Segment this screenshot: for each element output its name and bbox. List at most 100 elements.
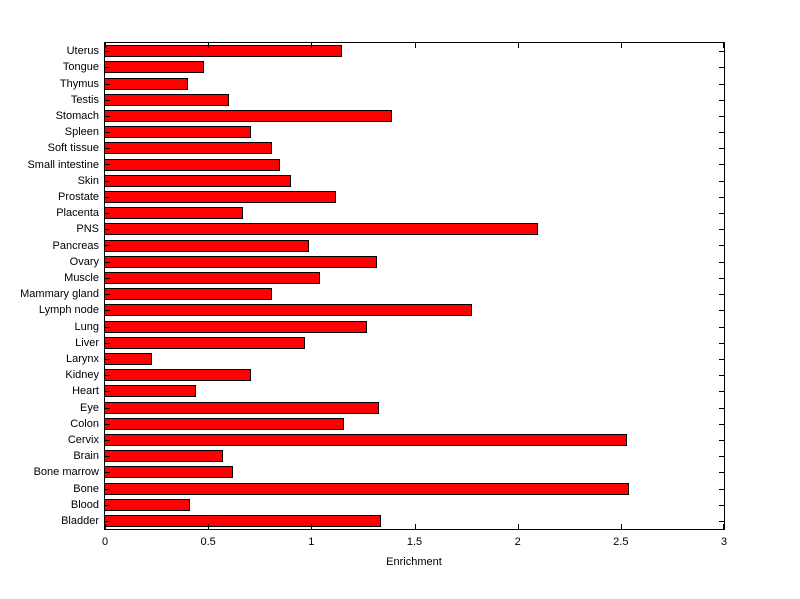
y-tick-label: Spleen [64, 126, 99, 139]
y-tick-label: Soft tissue [47, 142, 99, 155]
bar [105, 320, 368, 333]
y-tick-mark [719, 262, 724, 263]
y-tick-mark [719, 132, 724, 133]
x-tick-label: 2.5 [613, 536, 629, 548]
x-tick-mark [105, 524, 106, 529]
y-tick-mark [719, 375, 724, 376]
bar [105, 369, 252, 382]
y-tick-label: Stomach [55, 109, 99, 122]
y-tick-mark [719, 521, 724, 522]
y-tick-mark [719, 245, 724, 246]
x-tick-mark [723, 43, 724, 48]
x-tick-label: 1 [308, 536, 315, 548]
bar [105, 190, 337, 203]
y-tick-mark [105, 359, 110, 360]
x-tick-mark [723, 524, 724, 529]
bar [105, 288, 273, 301]
y-tick-mark [719, 148, 724, 149]
y-tick-mark [105, 181, 110, 182]
y-tick-label: Brain [73, 450, 99, 463]
y-tick-mark [719, 327, 724, 328]
y-tick-mark [105, 116, 110, 117]
bar [105, 223, 539, 236]
y-tick-label: Heart [72, 385, 99, 398]
x-tick-label: 2 [514, 536, 521, 548]
y-tick-label: Lymph node [38, 304, 99, 317]
y-tick-mark [105, 148, 110, 149]
y-tick-label: Prostate [58, 190, 99, 203]
bar [105, 174, 291, 187]
x-tick-mark [415, 524, 416, 529]
y-tick-mark [105, 505, 110, 506]
x-tick-label: 0.5 [200, 536, 216, 548]
y-tick-mark [719, 67, 724, 68]
y-tick-mark [105, 391, 110, 392]
y-tick-mark [105, 262, 110, 263]
x-tick-mark [311, 524, 312, 529]
y-tick-mark [105, 456, 110, 457]
y-tick-label: Testis [70, 93, 99, 106]
y-tick-label: Placenta [56, 207, 99, 220]
x-tick-mark [518, 524, 519, 529]
y-tick-mark [105, 521, 110, 522]
y-tick-mark [719, 213, 724, 214]
bar [105, 401, 380, 414]
x-tick-mark [415, 43, 416, 48]
y-tick-label: Blood [70, 498, 99, 511]
y-tick-mark [719, 51, 724, 52]
y-tick-label: Bladder [61, 514, 99, 527]
bar [105, 109, 392, 122]
y-tick-mark [719, 116, 724, 117]
y-tick-mark [719, 294, 724, 295]
y-tick-mark [719, 100, 724, 101]
y-tick-label: Cervix [67, 433, 99, 446]
y-tick-label: Pancreas [52, 239, 99, 252]
y-tick-mark [105, 294, 110, 295]
y-tick-mark [105, 327, 110, 328]
y-tick-label: Liver [75, 336, 99, 349]
y-tick-mark [105, 213, 110, 214]
bar [105, 45, 343, 58]
y-tick-label: Lung [74, 320, 99, 333]
y-tick-mark [719, 424, 724, 425]
x-tick-label: 1.5 [406, 536, 423, 548]
bar [105, 352, 153, 365]
y-tick-label: Eye [80, 401, 99, 414]
x-tick-mark [621, 43, 622, 48]
bar [105, 385, 196, 398]
y-tick-mark [105, 343, 110, 344]
bar [105, 158, 281, 171]
y-tick-mark [105, 278, 110, 279]
y-tick-mark [105, 310, 110, 311]
y-tick-label: Bone marrow [33, 466, 99, 479]
bar [105, 255, 378, 268]
y-tick-mark [719, 181, 724, 182]
y-tick-mark [719, 229, 724, 230]
x-tick-mark [518, 43, 519, 48]
x-tick-mark [208, 43, 209, 48]
y-tick-mark [719, 164, 724, 165]
bar [105, 482, 630, 495]
y-tick-mark [719, 197, 724, 198]
y-tick-mark [719, 489, 724, 490]
y-tick-mark [105, 424, 110, 425]
bar [105, 271, 320, 284]
bar [105, 417, 345, 430]
y-tick-mark [105, 440, 110, 441]
x-tick-mark [311, 43, 312, 48]
x-tick-mark [621, 524, 622, 529]
bar [105, 142, 273, 155]
y-tick-mark [719, 408, 724, 409]
y-tick-label: Larynx [65, 352, 99, 365]
x-tick-label: 3 [720, 536, 728, 548]
bar [105, 207, 244, 220]
y-tick-mark [105, 375, 110, 376]
y-tick-mark [719, 310, 724, 311]
bar [105, 433, 628, 446]
y-tick-mark [719, 391, 724, 392]
y-tick-label: Skin [77, 174, 99, 187]
bar [105, 77, 188, 90]
y-tick-label: Muscle [64, 271, 99, 284]
y-tick-mark [105, 67, 110, 68]
y-tick-mark [105, 489, 110, 490]
